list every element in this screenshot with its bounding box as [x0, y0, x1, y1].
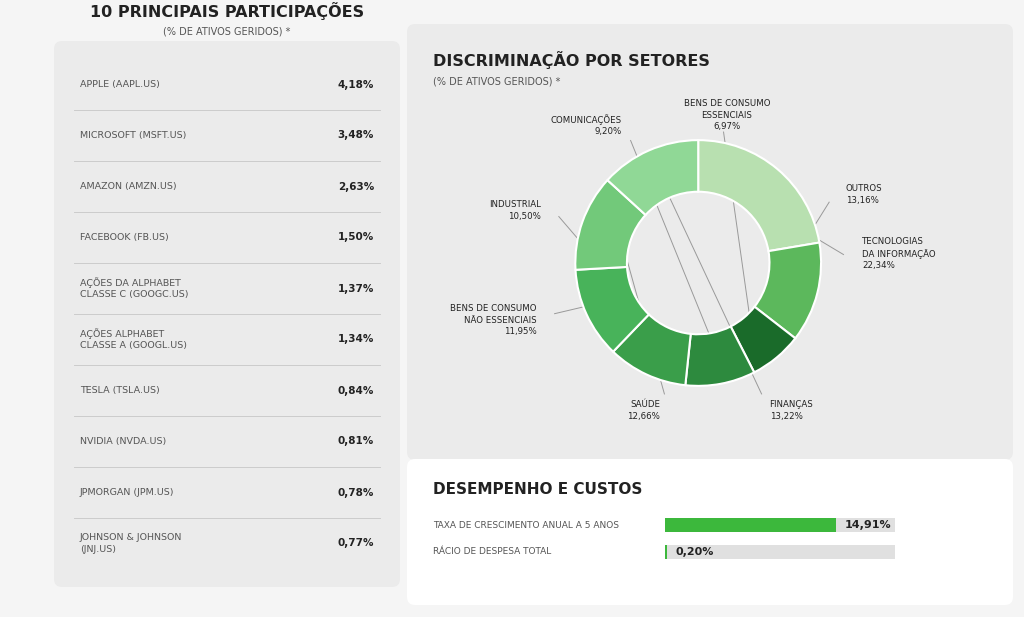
Text: DISCRIMINAÇÃO POR SETORES: DISCRIMINAÇÃO POR SETORES: [433, 51, 710, 69]
Text: FACEBOOK (FB.US): FACEBOOK (FB.US): [80, 233, 169, 242]
Text: 1,34%: 1,34%: [338, 334, 374, 344]
Wedge shape: [698, 140, 819, 251]
Text: 0,20%: 0,20%: [675, 547, 714, 557]
Text: 10 PRINCIPAIS PARTICIPAÇÕES: 10 PRINCIPAIS PARTICIPAÇÕES: [90, 2, 365, 20]
Text: DESEMPENHO E CUSTOS: DESEMPENHO E CUSTOS: [433, 481, 642, 497]
Text: 0,81%: 0,81%: [338, 436, 374, 447]
Text: OUTROS
13,16%: OUTROS 13,16%: [846, 184, 883, 205]
Text: NVIDIA (NVDA.US): NVIDIA (NVDA.US): [80, 437, 166, 446]
FancyBboxPatch shape: [54, 41, 400, 587]
Text: AMAZON (AMZN.US): AMAZON (AMZN.US): [80, 182, 176, 191]
Wedge shape: [607, 140, 698, 215]
Text: JPMORGAN (JPM.US): JPMORGAN (JPM.US): [80, 488, 174, 497]
Text: TESLA (TSLA.US): TESLA (TSLA.US): [80, 386, 160, 395]
Text: 0,77%: 0,77%: [338, 539, 374, 549]
Wedge shape: [575, 267, 649, 352]
Text: JOHNSON & JOHNSON
(JNJ.US): JOHNSON & JOHNSON (JNJ.US): [80, 534, 182, 553]
FancyBboxPatch shape: [407, 24, 1013, 460]
Text: RÁCIO DE DESPESA TOTAL: RÁCIO DE DESPESA TOTAL: [433, 547, 551, 557]
Text: 2,63%: 2,63%: [338, 181, 374, 191]
Text: 14,91%: 14,91%: [845, 520, 891, 530]
Wedge shape: [613, 315, 691, 385]
Bar: [665, 545, 668, 559]
Text: (% DE ATIVOS GERIDOS) *: (% DE ATIVOS GERIDOS) *: [433, 77, 560, 87]
Text: FINANÇAS
13,22%: FINANÇAS 13,22%: [770, 400, 813, 421]
Wedge shape: [755, 242, 821, 338]
Bar: [665, 545, 895, 559]
Text: BENS DE CONSUMO
ESSENCIAIS
6,97%: BENS DE CONSUMO ESSENCIAIS 6,97%: [683, 99, 770, 131]
Text: BENS DE CONSUMO
NÃO ESSENCIAIS
11,95%: BENS DE CONSUMO NÃO ESSENCIAIS 11,95%: [450, 304, 537, 336]
Text: AÇÕES DA ALPHABET
CLASSE C (GOOGC.US): AÇÕES DA ALPHABET CLASSE C (GOOGC.US): [80, 278, 188, 299]
Wedge shape: [685, 326, 755, 386]
Text: 0,84%: 0,84%: [338, 386, 374, 395]
Text: AÇÕES ALPHABET
CLASSE A (GOOGL.US): AÇÕES ALPHABET CLASSE A (GOOGL.US): [80, 328, 187, 350]
Text: 1,50%: 1,50%: [338, 233, 374, 242]
Text: APPLE (AAPL.US): APPLE (AAPL.US): [80, 80, 160, 89]
FancyBboxPatch shape: [407, 459, 1013, 605]
Text: MICROSOFT (MSFT.US): MICROSOFT (MSFT.US): [80, 131, 186, 140]
Bar: [665, 518, 837, 532]
Text: INDUSTRIAL
10,50%: INDUSTRIAL 10,50%: [489, 201, 541, 221]
Text: TECNOLOGIAS
DA INFORMAÇÃO
22,34%: TECNOLOGIAS DA INFORMAÇÃO 22,34%: [862, 237, 936, 270]
Text: 4,18%: 4,18%: [338, 80, 374, 89]
Text: 1,37%: 1,37%: [338, 283, 374, 294]
Text: 0,78%: 0,78%: [338, 487, 374, 497]
Wedge shape: [731, 307, 796, 373]
Text: SAÚDE
12,66%: SAÚDE 12,66%: [628, 400, 660, 421]
Text: 3,48%: 3,48%: [338, 131, 374, 141]
Text: (% DE ATIVOS GERIDOS) *: (% DE ATIVOS GERIDOS) *: [163, 26, 291, 36]
Wedge shape: [575, 180, 645, 270]
Bar: [665, 518, 895, 532]
Text: COMUNICAÇÕES
9,20%: COMUNICAÇÕES 9,20%: [551, 114, 622, 136]
Text: TAXA DE CRESCIMENTO ANUAL A 5 ANOS: TAXA DE CRESCIMENTO ANUAL A 5 ANOS: [433, 521, 618, 529]
